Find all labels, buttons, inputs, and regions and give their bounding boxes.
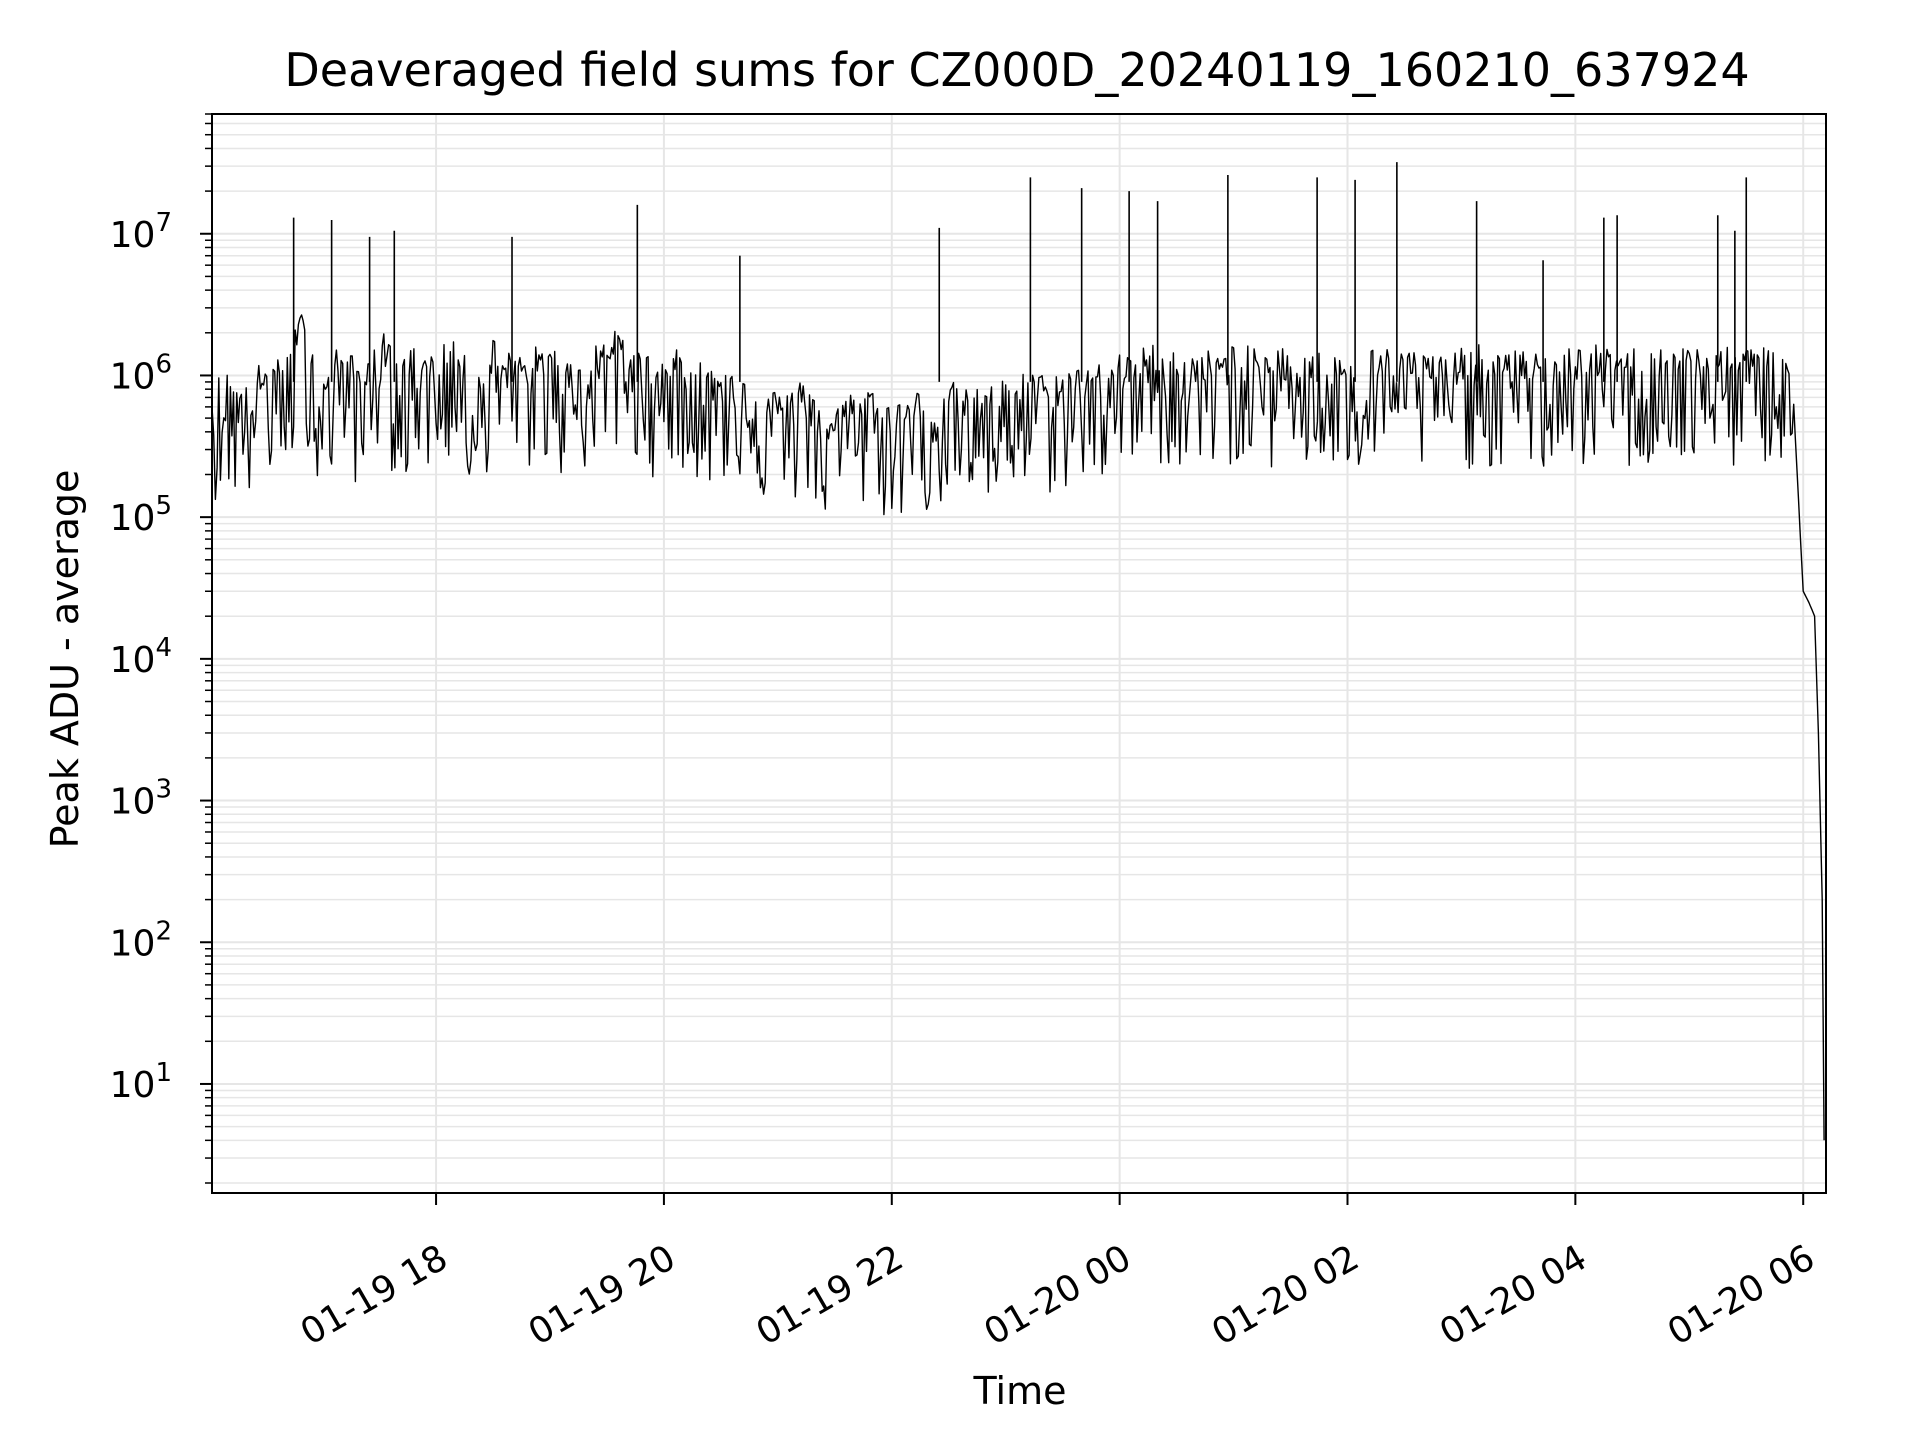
grid (212, 113, 1826, 1193)
y-tick-label: 105 (110, 491, 172, 539)
series-line (211, 314, 1825, 1141)
y-tick-label: 102 (110, 916, 172, 964)
plot-frame (211, 113, 1827, 1194)
y-axis-label: Peak ADU - average (43, 470, 87, 849)
chart-title: Deaveraged field sums for CZ000D_2024011… (284, 43, 1749, 97)
y-tick-label: 107 (110, 208, 172, 256)
spike-markers (292, 162, 1748, 382)
x-axis-label: Time (973, 1369, 1067, 1413)
y-tick-label: 106 (110, 349, 172, 397)
y-tick-label: 103 (110, 775, 172, 823)
y-tick-label: 101 (110, 1058, 172, 1106)
y-tick-label: 104 (110, 633, 172, 681)
y-axis: 101 102 103 104 105 106 107 (110, 113, 212, 1184)
